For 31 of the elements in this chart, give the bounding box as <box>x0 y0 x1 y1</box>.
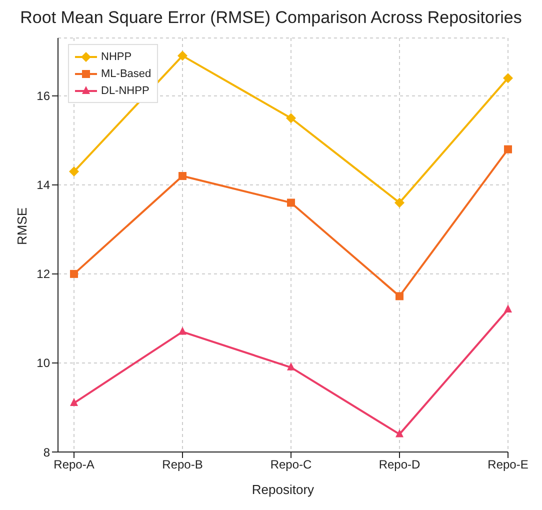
point <box>70 270 78 278</box>
y-tick-label: 16 <box>36 89 50 104</box>
point <box>503 73 513 84</box>
point <box>287 362 295 370</box>
legend-label: DL-NHPP <box>101 84 150 96</box>
point <box>70 398 78 406</box>
point <box>287 198 295 207</box>
y-axis-title: RMSE <box>14 207 30 245</box>
point <box>394 198 404 208</box>
chart-title: Root Mean Square Error (RMSE) Comparison Across Repositories <box>19 8 523 29</box>
y-tick-label: 8 <box>43 445 50 460</box>
x-tick-label: Repo-A <box>54 458 94 472</box>
y-tick-label: 12 <box>36 267 50 282</box>
point <box>178 172 186 180</box>
x-tick-label: Repo-C <box>270 458 312 472</box>
point <box>504 304 512 313</box>
point <box>396 429 404 438</box>
x-tick-label: Repo-E <box>488 458 528 472</box>
point <box>178 50 188 61</box>
point <box>396 292 404 300</box>
point <box>178 326 186 335</box>
y-tick-label: 10 <box>36 356 50 370</box>
x-axis-title: Repository <box>252 482 315 497</box>
legend-label: ML-Based <box>101 68 152 80</box>
point <box>69 166 79 177</box>
y-tick-label: 14 <box>36 178 50 192</box>
x-tick-label: Repo-D <box>378 458 421 472</box>
point <box>504 145 512 154</box>
point <box>286 113 296 124</box>
legend-label: NHPP <box>101 50 132 62</box>
x-tick-label: Repo-B <box>162 458 203 472</box>
